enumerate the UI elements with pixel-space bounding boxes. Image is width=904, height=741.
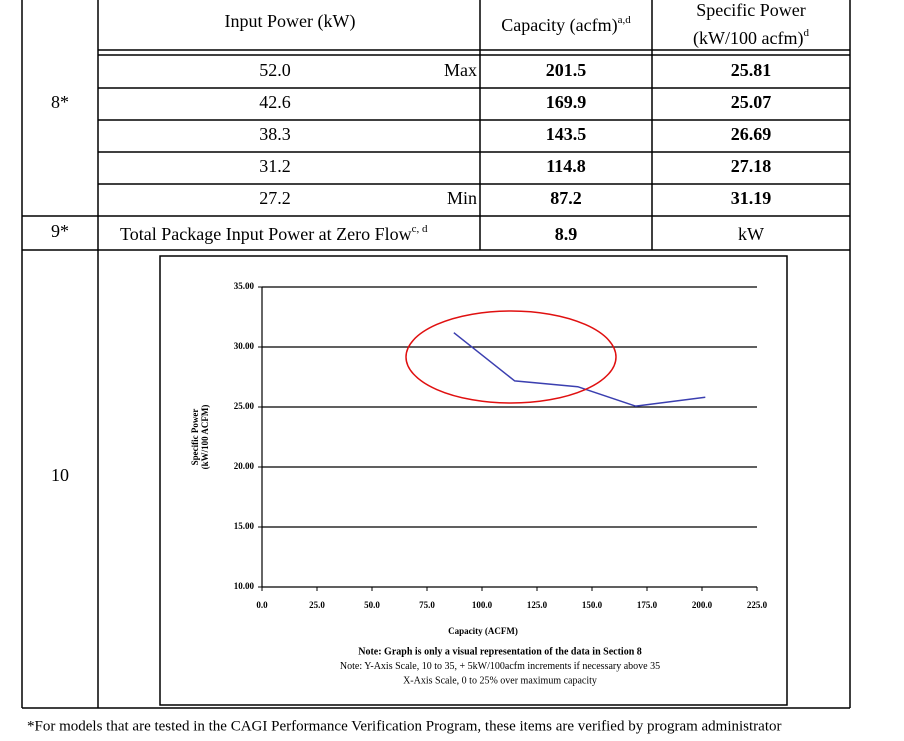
cell: kW xyxy=(738,224,764,244)
x-tick-label: 100.0 xyxy=(472,600,493,610)
chart-note: X-Axis Scale, 0 to 25% over maximum capa… xyxy=(403,675,597,686)
cell: 25.81 xyxy=(731,60,772,80)
y-tick-label: 10.00 xyxy=(234,581,255,591)
header-cell: Specific Power xyxy=(696,0,805,20)
header-text: (kW/100 acfm) xyxy=(693,28,803,49)
y-tick-label: 25.00 xyxy=(234,401,255,411)
cell: Max xyxy=(444,60,477,80)
y-axis-label: Specific Power xyxy=(190,409,200,466)
cell-text: Total Package Input Power at Zero Flow xyxy=(120,224,412,244)
y-tick-label: 35.00 xyxy=(234,281,255,291)
x-tick-label: 25.0 xyxy=(309,600,325,610)
cell: 25.07 xyxy=(731,92,772,112)
y-tick-label: 20.00 xyxy=(234,461,255,471)
cell: 169.9 xyxy=(546,92,587,112)
data-line xyxy=(453,332,706,407)
x-tick-label: 175.0 xyxy=(637,600,658,610)
y-tick-label: 30.00 xyxy=(234,341,255,351)
cell: 8.9 xyxy=(555,224,578,244)
footnote: *For models that are tested in the CAGI … xyxy=(27,718,782,734)
cell: 87.2 xyxy=(550,188,582,208)
header-cell: Input Power (kW) xyxy=(225,11,356,32)
cell: 31.19 xyxy=(731,188,772,208)
cell: 42.6 xyxy=(259,92,291,112)
cell: 31.2 xyxy=(259,156,291,176)
x-tick-label: 125.0 xyxy=(527,600,548,610)
header-cell: Capacity (acfm)a,d xyxy=(501,14,631,37)
x-axis-label: Capacity (ACFM) xyxy=(448,626,518,636)
x-tick-label: 200.0 xyxy=(692,600,713,610)
row-label: 10 xyxy=(51,465,69,485)
x-tick-label: 225.0 xyxy=(747,600,768,610)
header-text: Capacity (acfm) xyxy=(501,15,617,36)
cell: Total Package Input Power at Zero Flowc,… xyxy=(120,223,428,245)
row-label: 8* xyxy=(51,92,69,112)
x-tick-label: 0.0 xyxy=(256,600,268,610)
row-label: 9* xyxy=(51,221,69,241)
header-cell: (kW/100 acfm)d xyxy=(693,27,809,50)
chart-frame xyxy=(159,255,788,706)
chart-note: Note: Y-Axis Scale, 10 to 35, + 5kW/100a… xyxy=(340,661,660,672)
x-tick-label: 150.0 xyxy=(582,600,603,610)
y-axis-label: (kW/100 ACFM) xyxy=(200,405,210,470)
cell: 27.2 xyxy=(259,188,291,208)
superscript: a,d xyxy=(618,14,632,26)
cell: Min xyxy=(447,188,477,208)
cell: 27.18 xyxy=(731,156,772,176)
highlight-ellipse xyxy=(405,310,617,404)
cell: 114.8 xyxy=(546,156,586,176)
superscript: d xyxy=(803,27,809,39)
x-tick-label: 75.0 xyxy=(419,600,435,610)
cell: 201.5 xyxy=(546,60,587,80)
y-tick-label: 15.00 xyxy=(234,521,255,531)
superscript: c, d xyxy=(412,223,428,235)
cell: 38.3 xyxy=(259,124,291,144)
cell: 52.0 xyxy=(259,60,291,80)
cell: 143.5 xyxy=(546,124,587,144)
x-tick-label: 50.0 xyxy=(364,600,380,610)
chart-note: Note: Graph is only a visual representat… xyxy=(358,646,642,657)
cell: 26.69 xyxy=(731,124,772,144)
